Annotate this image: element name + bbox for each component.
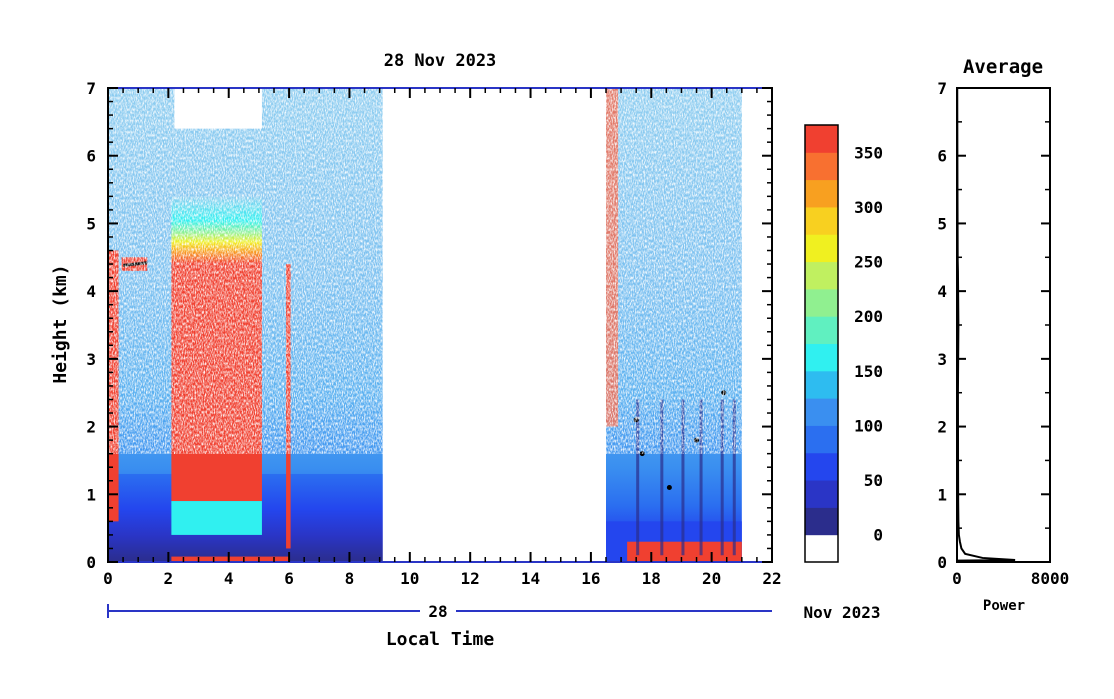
average-title: Average [963,56,1043,78]
x-tick-label-12: 12 [461,569,480,588]
chart-title: 28 Nov 2023 [384,51,497,71]
evening-streak-2 [660,399,664,556]
x-tick-label-16: 16 [581,569,600,588]
colorbar: 0 50 100 150 200 250 300 350 [804,124,883,563]
evening-streak-3 [681,399,685,556]
avg-y-tick-label-4: 4 [937,282,947,301]
y-tick-label-5: 5 [86,214,96,233]
y-tick-label-3: 3 [86,350,96,369]
average-plot: 0 1 2 3 4 5 6 7 0 8000 [937,79,1069,588]
evening-streak-1 [636,399,640,556]
x-tick-label-8: 8 [345,569,355,588]
evening-low-cloud [627,541,742,562]
cloud-base [171,501,262,535]
colorbar-tick-label-300: 300 [854,198,883,217]
evening-streak-5 [720,399,724,556]
x-axis-label: Local Time [386,629,495,650]
colorbar-swatch-10 [805,261,838,290]
colorbar-swatch-8 [805,316,838,344]
colorbar-swatch-4 [805,425,838,454]
colorbar-swatch-0 [805,534,838,563]
y-tick-label-2: 2 [86,418,96,437]
evening-streak-4 [699,399,703,556]
colorbar-tick-label-0: 0 [873,526,883,545]
avg-y-tick-label-0: 0 [937,553,947,572]
y-tick-label-1: 1 [86,485,96,504]
x-tick-label-0: 0 [103,569,113,588]
avg-x-tick-label-0: 0 [952,569,962,588]
x-tick-label-4: 4 [224,569,234,588]
average-frame [956,87,1051,563]
avg-y-tick-label-3: 3 [937,350,947,369]
colorbar-swatch-13 [805,179,838,208]
colorbar-tick-label-200: 200 [854,307,883,326]
y-tick-label-4: 4 [86,282,96,301]
colorbar-swatch-14 [805,152,838,181]
surface-strip [171,556,290,562]
colorbar-tick-label-100: 100 [854,416,883,435]
colorbar-tick-label-350: 350 [854,143,883,162]
colorbar-swatch-9 [805,288,838,317]
avg-x-tick-label-8000: 8000 [1031,569,1070,588]
y-tick-label-6: 6 [86,147,96,166]
plot-area [108,88,742,562]
avg-y-tick-label-2: 2 [937,418,947,437]
x-tick-label-6: 6 [284,569,294,588]
y-tick-label-0: 0 [86,553,96,572]
x-tick-label-20: 20 [702,569,721,588]
date-month-label: Nov 2023 [803,603,880,622]
x-tick-label-10: 10 [400,569,419,588]
y-tick-label-7: 7 [86,79,96,98]
colorbar-swatch-6 [805,370,838,399]
x-tick-label-14: 14 [521,569,540,588]
avg-y-tick-label-5: 5 [937,214,947,233]
average-profile-line [956,87,1016,562]
colorbar-tick-label-150: 150 [854,362,883,381]
colorbar-tick-label-250: 250 [854,253,883,272]
colorbar-swatch-12 [805,206,838,235]
date-day-label: 28 [428,602,447,621]
colorbar-frame [804,124,839,563]
average-x-label: Power [983,598,1025,614]
noise-overlay-2 [606,88,742,454]
colorbar-swatch-5 [805,398,838,426]
x-tick-label-2: 2 [164,569,174,588]
colorbar-swatch-11 [805,234,838,263]
colorbar-swatch-3 [805,452,838,481]
cloud-top-dot-4 [666,485,672,491]
y-axis-label: Height (km) [50,264,71,383]
avg-y-tick-label-1: 1 [937,485,947,504]
x-tick-label-22: 22 [762,569,781,588]
avg-y-tick-label-7: 7 [937,79,947,98]
avg-y-tick-label-6: 6 [937,147,947,166]
noise-overlay-1 [108,88,383,454]
colorbar-tick-label-50: 50 [864,471,883,490]
date-axis: 28 Nov 2023 [107,602,881,622]
colorbar-swatch-7 [805,343,838,372]
evening-streak-6 [732,399,736,556]
x-tick-label-18: 18 [642,569,661,588]
colorbar-swatch-1 [805,507,838,536]
colorbar-swatch-2 [805,480,838,508]
colorbar-swatch-15 [805,125,838,153]
